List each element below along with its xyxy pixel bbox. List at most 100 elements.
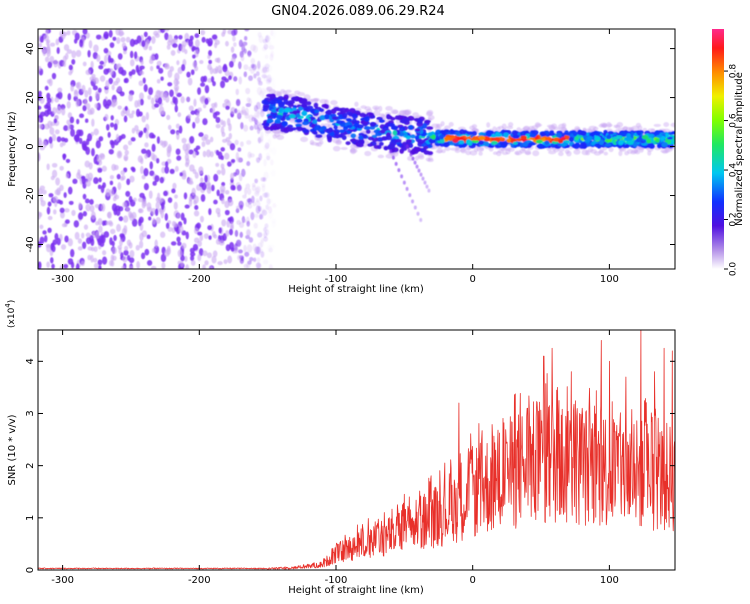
noise-speck — [172, 96, 176, 104]
noise-speck — [110, 115, 114, 121]
signal-cell — [581, 143, 588, 149]
noise-speck — [129, 175, 135, 183]
noise-speck — [177, 241, 182, 246]
noise-speck — [272, 203, 277, 208]
signal-cell — [514, 135, 520, 139]
noise-speck — [109, 122, 115, 128]
signal-halo — [613, 124, 618, 128]
noise-speck — [177, 249, 183, 258]
noise-speck — [93, 262, 99, 269]
noise-speck — [66, 30, 71, 36]
noise-speck — [248, 237, 254, 243]
signal-cell — [423, 145, 429, 150]
noise-speck — [60, 211, 65, 219]
noise-speck — [121, 174, 126, 181]
signal-cell — [522, 141, 529, 147]
noise-speck — [88, 40, 93, 49]
noise-speck — [130, 59, 135, 67]
signal-halo — [450, 147, 458, 151]
snr-scale-base: (x10 — [7, 307, 17, 328]
signal-streak — [423, 180, 427, 185]
noise-speck — [270, 159, 274, 166]
noise-speck — [154, 208, 159, 216]
signal-halo — [327, 123, 333, 128]
spectrogram-frame — [37, 28, 676, 270]
noise-speck — [128, 71, 133, 77]
noise-speck — [48, 78, 53, 87]
noise-speck — [56, 136, 62, 143]
noise-speck — [133, 197, 137, 202]
noise-speck — [183, 192, 188, 200]
noise-speck — [87, 87, 92, 96]
noise-speck — [184, 148, 190, 155]
noise-speck — [237, 249, 243, 254]
noise-speck — [211, 184, 215, 192]
noise-speck — [87, 172, 94, 181]
noise-speck — [52, 107, 57, 115]
noise-speck — [123, 50, 127, 55]
noise-speck — [116, 173, 121, 180]
signal-cell — [281, 120, 288, 127]
noise-speck — [166, 44, 171, 50]
signal-cell — [405, 135, 411, 140]
noise-speck — [260, 177, 266, 182]
noise-speck — [202, 250, 208, 257]
noise-speck — [47, 201, 52, 207]
noise-speck — [74, 231, 80, 240]
signal-halo — [300, 136, 309, 143]
noise-speck — [68, 200, 74, 205]
noise-speck — [167, 82, 173, 87]
noise-speck — [177, 112, 182, 118]
noise-speck — [175, 123, 180, 129]
noise-speck — [156, 90, 162, 96]
noise-speck — [205, 139, 211, 145]
signal-halo — [642, 127, 647, 132]
noise-speck — [131, 167, 136, 173]
noise-speck — [207, 37, 213, 46]
signal-cell — [443, 129, 450, 133]
noise-speck — [50, 121, 56, 126]
noise-speck — [152, 180, 157, 186]
noise-speck — [259, 195, 263, 202]
noise-speck — [113, 99, 118, 107]
snr-scale-exponent: 4 — [4, 303, 12, 308]
noise-speck — [238, 61, 242, 70]
noise-speck — [176, 92, 182, 98]
noise-speck — [194, 65, 199, 72]
noise-speck — [211, 34, 218, 40]
noise-speck — [124, 149, 129, 156]
noise-speck — [258, 80, 263, 86]
signal-halo — [373, 110, 381, 117]
noise-speck — [268, 147, 273, 153]
noise-speck — [243, 124, 249, 132]
noise-speck — [75, 49, 82, 58]
noise-speck — [164, 165, 170, 174]
noise-speck — [272, 147, 277, 155]
noise-speck — [237, 254, 242, 261]
noise-speck — [123, 225, 128, 234]
noise-speck — [139, 92, 144, 101]
signal-halo — [385, 153, 394, 159]
signal-streak — [419, 172, 423, 177]
noise-speck — [161, 262, 166, 269]
signal-halo — [392, 151, 399, 157]
snr-series-line — [38, 330, 675, 570]
noise-speck — [47, 215, 53, 221]
noise-speck — [82, 241, 87, 250]
signal-halo — [414, 155, 419, 161]
noise-speck — [148, 45, 153, 51]
signal-halo — [637, 125, 643, 131]
noise-speck — [109, 180, 114, 186]
signal-cell — [485, 130, 493, 136]
noise-speck — [167, 124, 172, 131]
signal-cell — [295, 123, 303, 127]
noise-speck — [175, 148, 181, 155]
noise-speck — [109, 58, 114, 63]
signal-halo — [599, 148, 605, 154]
signal-cell — [318, 108, 325, 113]
signal-halo — [377, 154, 385, 159]
signal-cell — [625, 133, 631, 138]
noise-speck — [39, 96, 45, 104]
noise-speck — [77, 169, 81, 176]
noise-speck — [151, 247, 156, 253]
